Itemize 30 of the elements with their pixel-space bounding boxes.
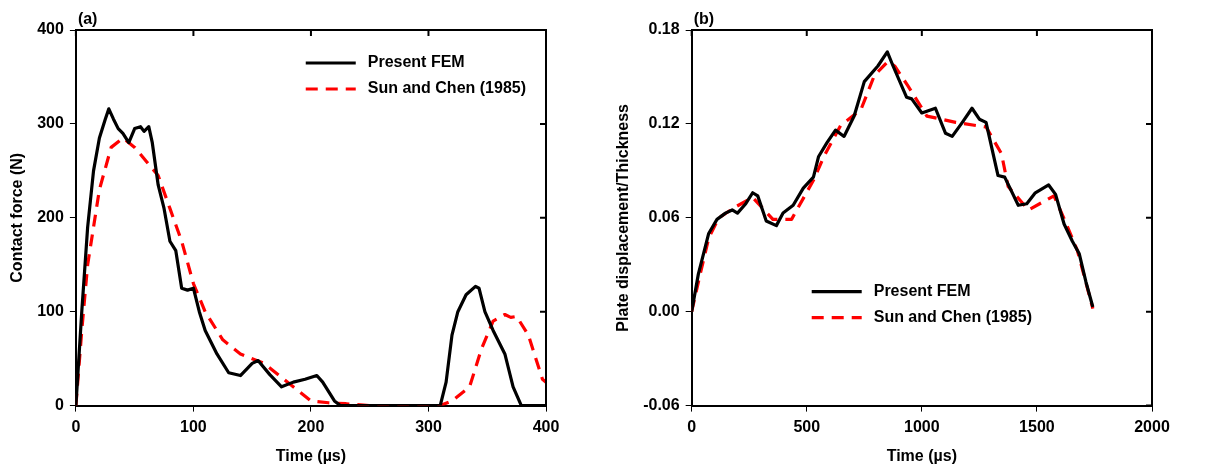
chart-title: (b) [693,10,715,28]
y-tick-label: 0.18 [648,20,680,38]
y-axis-title: Contact force (N) [8,152,26,283]
y-tick-label: 0.00 [648,302,680,320]
y-tick-label: 0 [54,396,64,414]
y-axis-title: Plate displacement/Thickness [614,103,632,332]
legend-label: Present FEM [873,282,971,300]
x-axis-title: Time (µs) [886,446,957,464]
x-tick-label: 500 [793,417,821,435]
legend-label: Sun and Chen (1985) [367,79,526,97]
x-tick-label: 0 [71,417,81,435]
x-axis-title: Time (µs) [275,446,347,464]
legend-label: Sun and Chen (1985) [873,308,1032,326]
x-tick-label: 200 [297,417,325,435]
y-tick-label: 300 [37,114,64,132]
y-tick-label: 0.12 [648,114,680,132]
x-tick-label: 300 [415,417,442,435]
y-tick-label: 200 [37,208,64,226]
y-tick-label: -0.06 [643,396,680,414]
x-tick-label: 2000 [1134,417,1170,435]
chart-title: (a) [77,10,98,28]
x-tick-label: 0 [687,417,697,435]
legend-label: Present FEM [367,53,465,71]
x-tick-label: 1500 [1019,417,1055,435]
y-tick-label: 400 [37,20,64,38]
x-tick-label: 400 [532,417,560,435]
x-tick-label: 100 [180,417,207,435]
y-tick-label: 0.06 [648,208,680,226]
x-tick-label: 1000 [904,417,940,435]
y-tick-label: 100 [37,302,64,320]
